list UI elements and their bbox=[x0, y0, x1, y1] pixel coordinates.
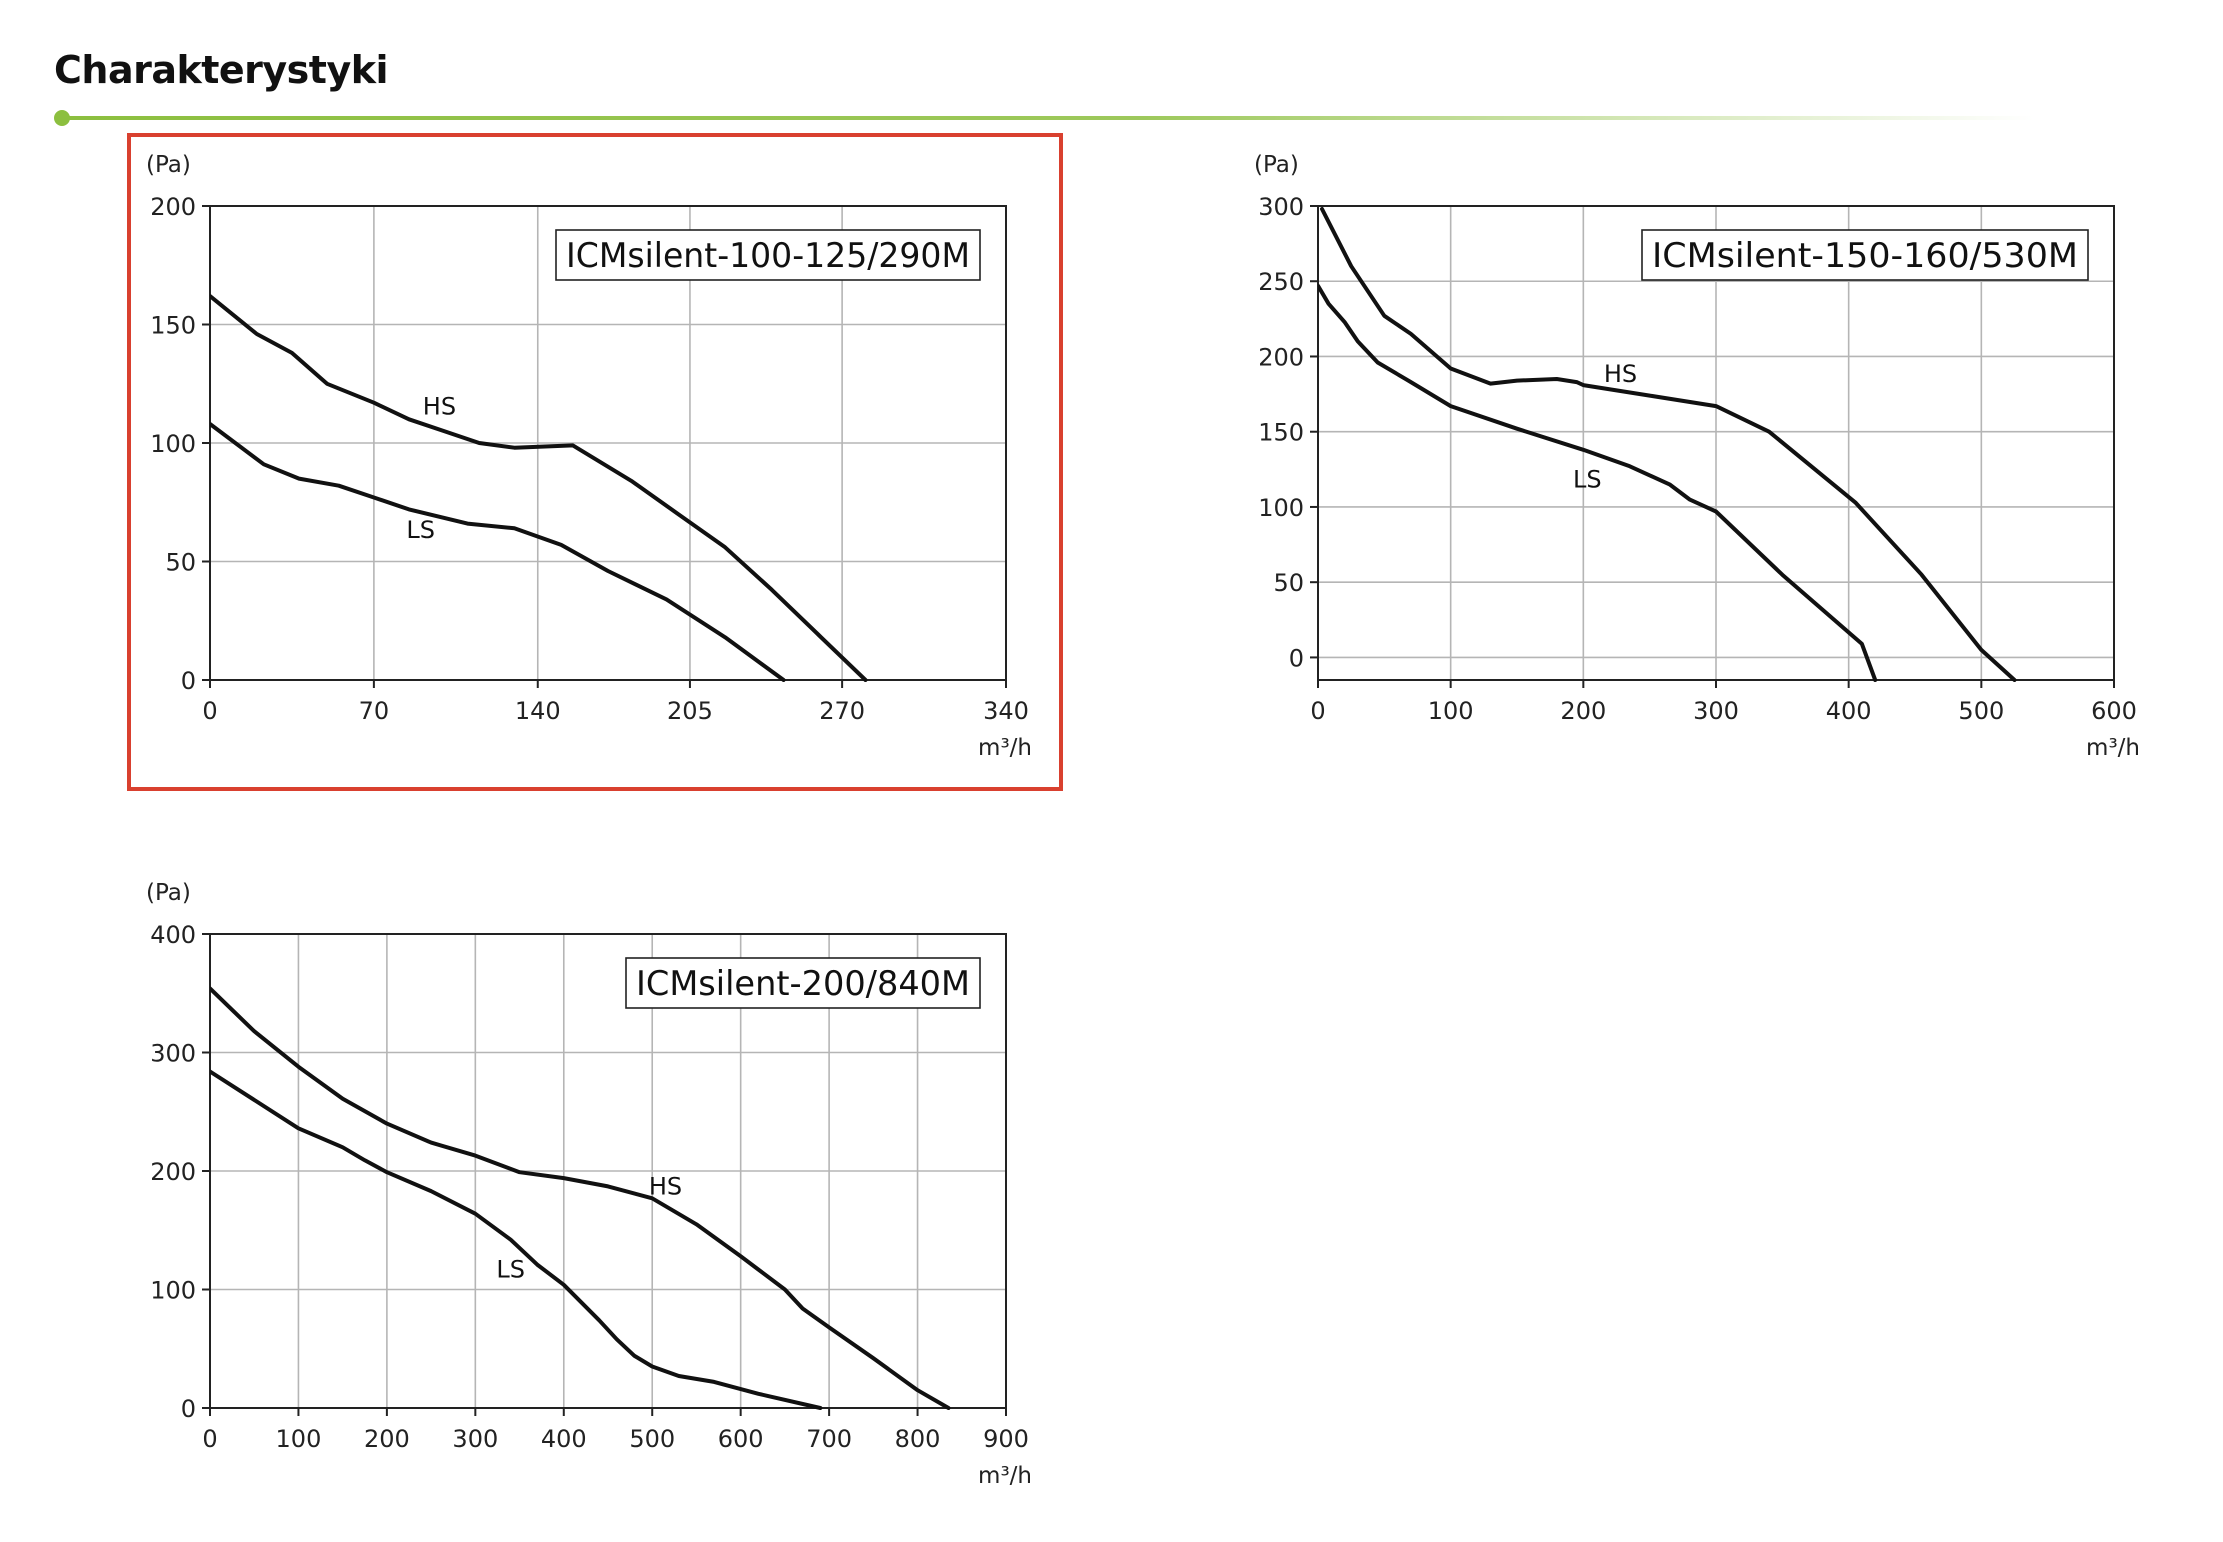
series-label-ls: LS bbox=[496, 1256, 525, 1284]
x-tick-label: 300 bbox=[452, 1425, 498, 1453]
x-tick-label: 200 bbox=[1560, 697, 1606, 725]
y-tick-label: 100 bbox=[1258, 494, 1304, 522]
x-tick-label: 400 bbox=[1826, 697, 1872, 725]
series-line-hs bbox=[210, 986, 951, 1410]
series-line-hs bbox=[1320, 207, 2017, 682]
x-axis-unit: m³/h bbox=[978, 735, 1032, 761]
x-tick-label: 500 bbox=[629, 1425, 675, 1453]
x-tick-label: 500 bbox=[1958, 697, 2004, 725]
x-tick-label: 270 bbox=[819, 697, 865, 725]
y-tick-label: 300 bbox=[1258, 193, 1304, 221]
x-tick-label: 140 bbox=[515, 697, 561, 725]
y-axis-unit: (Pa) bbox=[146, 880, 191, 906]
y-tick-label: 300 bbox=[150, 1040, 196, 1068]
model-title: ICMsilent-100-125/290M bbox=[566, 236, 970, 276]
y-tick-label: 200 bbox=[1258, 343, 1304, 371]
y-tick-label: 150 bbox=[150, 312, 196, 340]
y-axis-unit: (Pa) bbox=[1254, 152, 1299, 178]
series-line-ls bbox=[210, 422, 786, 682]
y-tick-label: 50 bbox=[1273, 569, 1304, 597]
y-tick-label: 100 bbox=[150, 430, 196, 458]
x-tick-label: 200 bbox=[364, 1425, 410, 1453]
y-tick-label: 250 bbox=[1258, 268, 1304, 296]
grid bbox=[210, 206, 1006, 680]
x-tick-label: 700 bbox=[806, 1425, 852, 1453]
x-tick-label: 600 bbox=[2091, 697, 2137, 725]
series-label-ls: LS bbox=[406, 516, 435, 544]
model-title: ICMsilent-150-160/530M bbox=[1652, 236, 2078, 276]
y-axis-unit: (Pa) bbox=[146, 152, 191, 178]
grid bbox=[1318, 206, 2114, 680]
underline-bar bbox=[62, 116, 2034, 120]
y-tick-label: 0 bbox=[181, 1395, 196, 1423]
model-title-box bbox=[1641, 229, 2089, 281]
x-tick-label: 900 bbox=[983, 1425, 1029, 1453]
x-tick-label: 205 bbox=[667, 697, 713, 725]
x-axis-unit: m³/h bbox=[2086, 735, 2140, 761]
chart-highlight-frame bbox=[127, 133, 1063, 791]
x-tick-label: 800 bbox=[895, 1425, 941, 1453]
x-tick-label: 100 bbox=[1428, 697, 1474, 725]
title-underline bbox=[54, 110, 2034, 126]
x-tick-label: 100 bbox=[276, 1425, 322, 1453]
x-tick-label: 600 bbox=[718, 1425, 764, 1453]
x-tick-label: 0 bbox=[202, 1425, 217, 1453]
series-line-ls bbox=[1318, 283, 1878, 682]
series-line-hs bbox=[210, 294, 868, 682]
model-title: ICMsilent-200/840M bbox=[636, 964, 970, 1004]
x-tick-label: 0 bbox=[1310, 697, 1325, 725]
series-line-ls bbox=[210, 1069, 823, 1410]
x-tick-label: 0 bbox=[202, 697, 217, 725]
y-tick-label: 50 bbox=[165, 549, 196, 577]
x-tick-label: 400 bbox=[541, 1425, 587, 1453]
series-label-ls: LS bbox=[1573, 465, 1602, 493]
y-tick-label: 0 bbox=[181, 667, 196, 695]
grid bbox=[210, 934, 1006, 1408]
x-tick-label: 70 bbox=[359, 697, 390, 725]
y-tick-label: 200 bbox=[150, 193, 196, 221]
y-tick-label: 200 bbox=[150, 1158, 196, 1186]
y-tick-label: 0 bbox=[1289, 644, 1304, 672]
y-tick-label: 100 bbox=[150, 1277, 196, 1305]
series-label-hs: HS bbox=[649, 1173, 682, 1201]
y-tick-label: 150 bbox=[1258, 419, 1304, 447]
x-axis-unit: m³/h bbox=[978, 1463, 1032, 1489]
model-title-box bbox=[555, 229, 981, 281]
series-label-hs: HS bbox=[1604, 360, 1637, 388]
x-tick-label: 340 bbox=[983, 697, 1029, 725]
y-tick-label: 400 bbox=[150, 921, 196, 949]
series-label-hs: HS bbox=[423, 393, 456, 421]
model-title-box bbox=[625, 957, 981, 1009]
x-tick-label: 300 bbox=[1693, 697, 1739, 725]
page-title: Charakterystyki bbox=[54, 48, 389, 92]
